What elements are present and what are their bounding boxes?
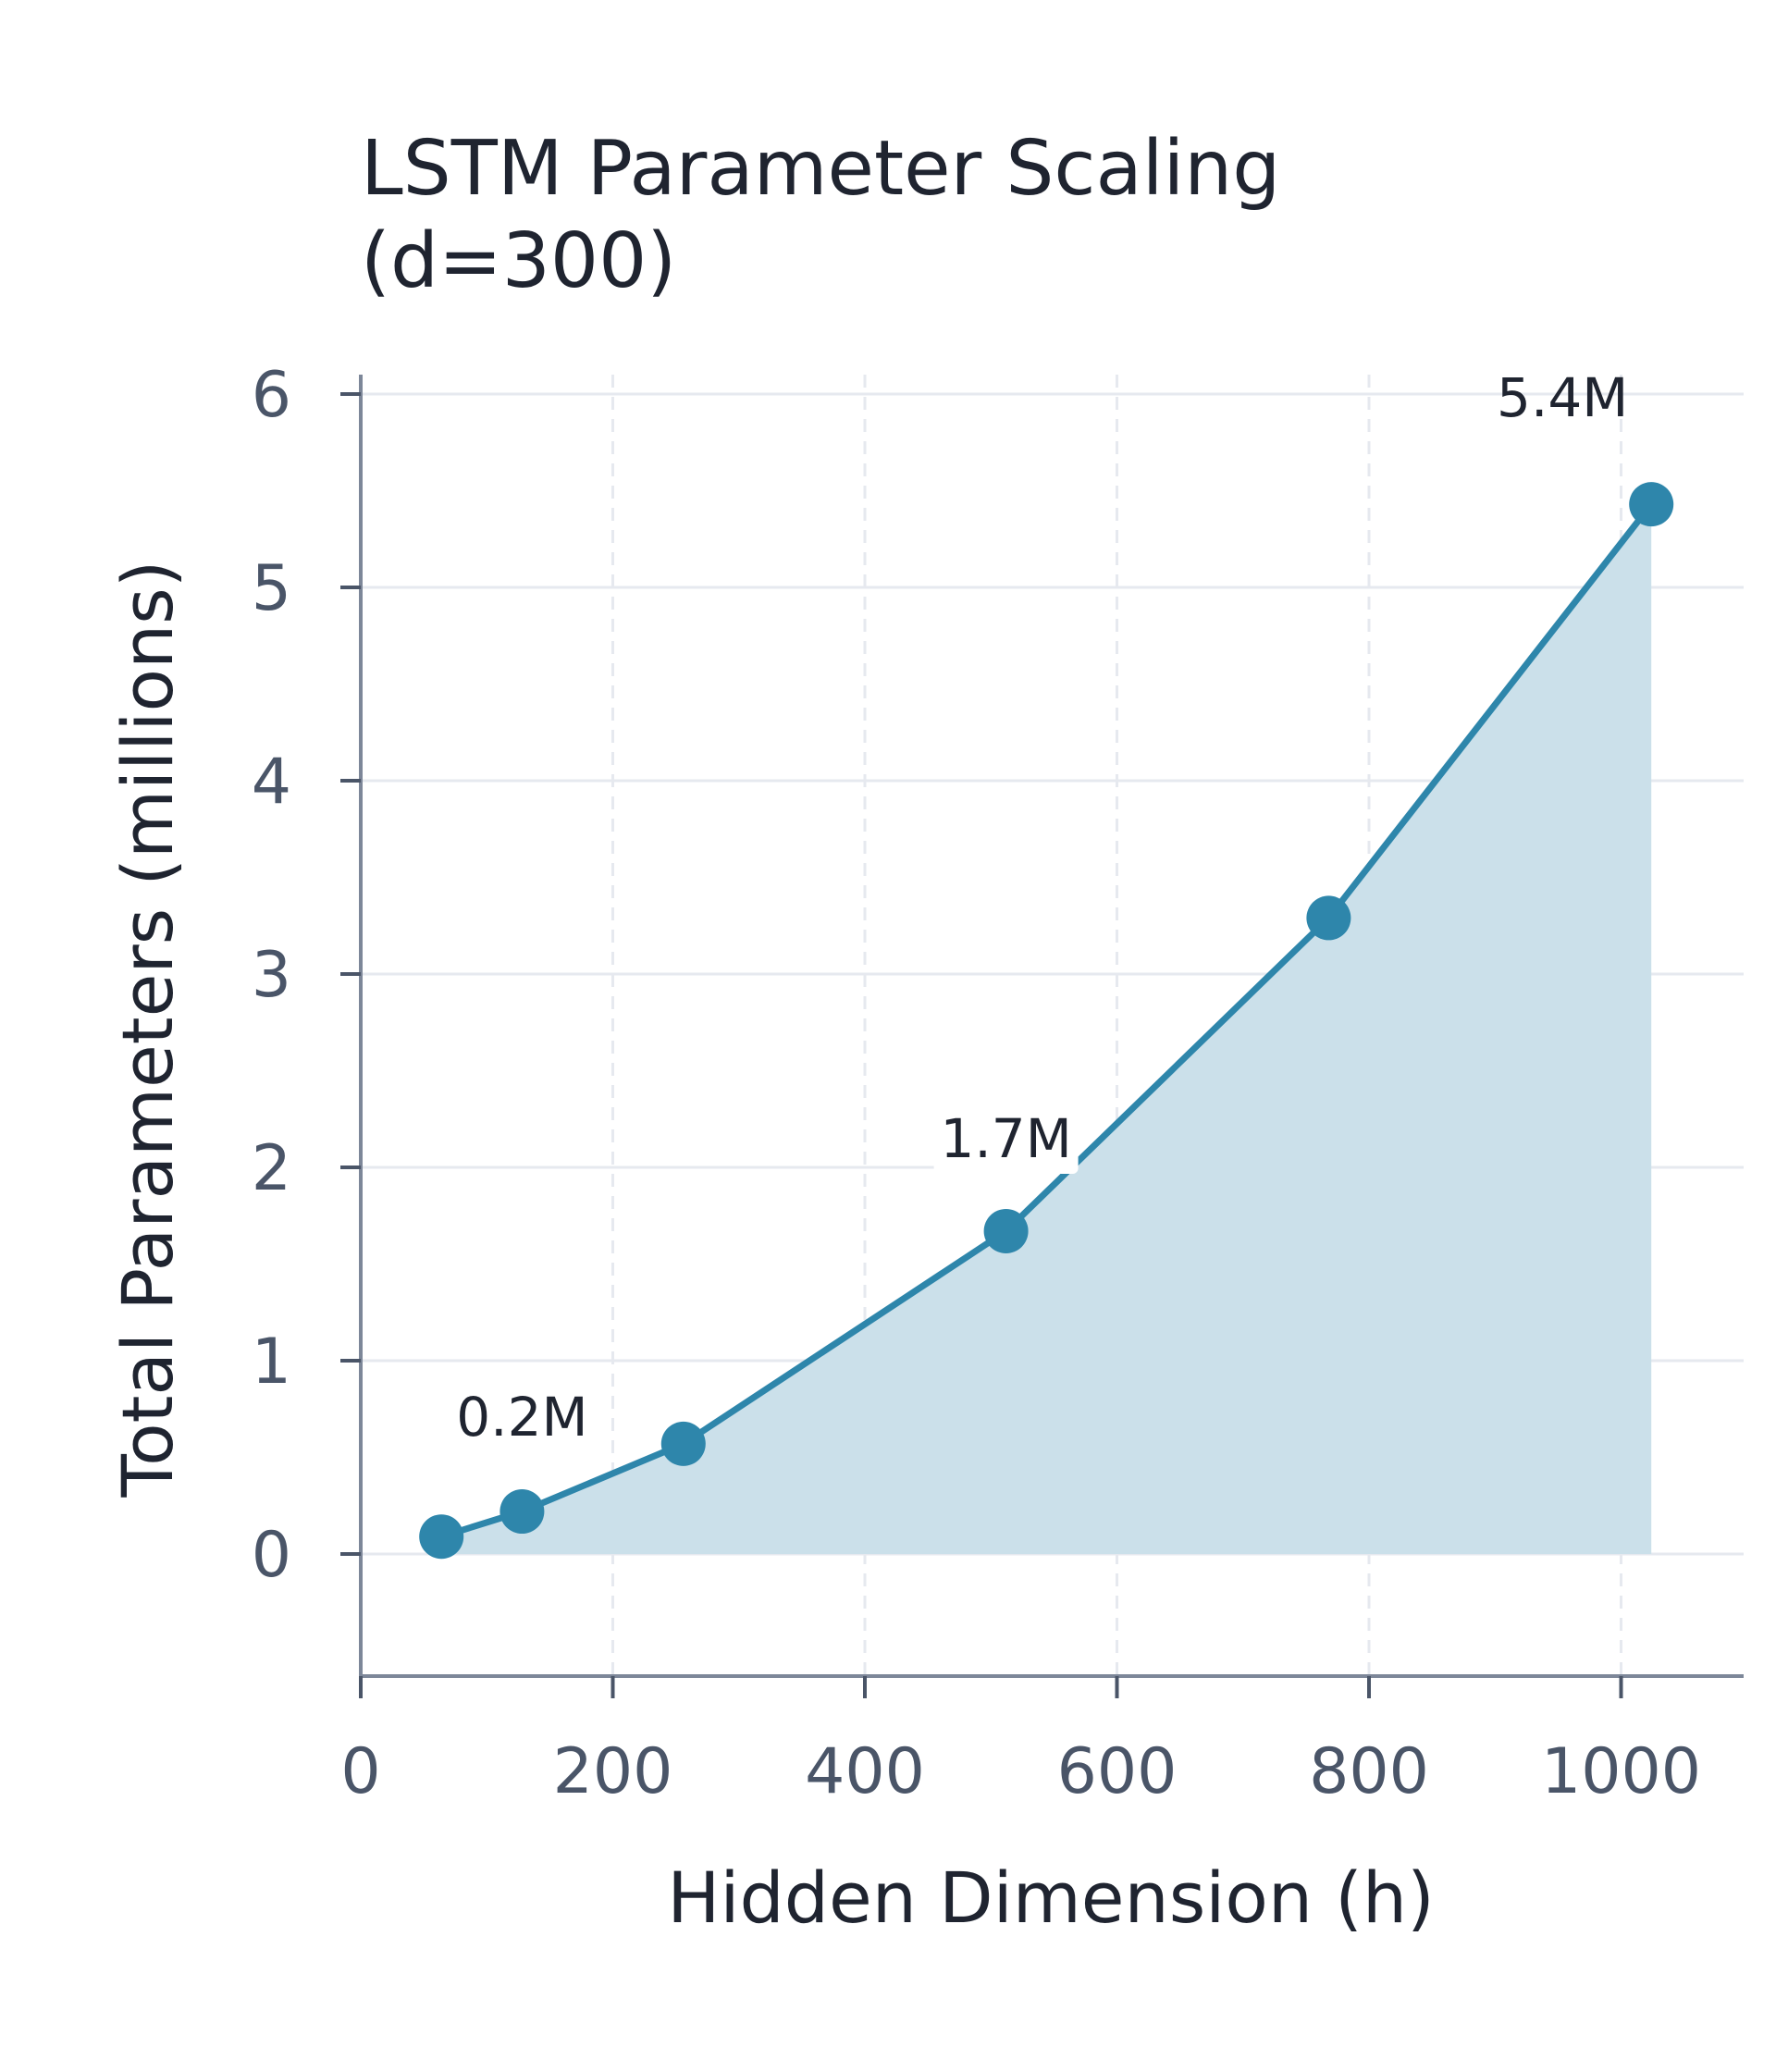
data-point xyxy=(983,1208,1029,1253)
data-label: 5.4M xyxy=(1497,366,1628,429)
x-axis-label: Hidden Dimension (h) xyxy=(667,1856,1434,1939)
x-tick-label: 0 xyxy=(340,1735,380,1808)
chart-title-line-2: (d=300) xyxy=(361,217,676,305)
y-tick-label: 5 xyxy=(252,552,291,625)
data-point xyxy=(419,1514,464,1560)
axes xyxy=(340,375,1744,1698)
data-point xyxy=(1629,482,1674,527)
x-tick-label: 600 xyxy=(1057,1735,1178,1808)
y-tick-label: 1 xyxy=(252,1326,291,1399)
x-tick-label: 400 xyxy=(805,1735,925,1808)
y-tick-label: 2 xyxy=(252,1132,291,1205)
y-axis-label: Total Parameters (millions) xyxy=(106,561,189,1498)
x-tick-label: 800 xyxy=(1309,1735,1429,1808)
tick-labels: 0 1 2 3 4 5 6 0 200 400 600 800 1000 xyxy=(252,359,1701,1808)
y-tick-label: 0 xyxy=(252,1519,291,1592)
data-labels: 0.2M 1.7M 5.4M xyxy=(456,366,1628,1449)
data-point xyxy=(500,1489,545,1535)
area-fill-layer xyxy=(441,504,1652,1554)
data-label: 0.2M xyxy=(456,1386,587,1449)
y-tick-label: 6 xyxy=(252,359,291,432)
x-tick-label: 1000 xyxy=(1541,1735,1701,1808)
data-label: 1.7M xyxy=(940,1107,1071,1170)
chart-title-line-1: LSTM Parameter Scaling xyxy=(361,125,1280,213)
data-points xyxy=(419,482,1674,1560)
x-tick-label: 200 xyxy=(553,1735,673,1808)
data-point xyxy=(660,1421,706,1466)
y-tick-label: 4 xyxy=(252,746,291,819)
y-tick-label: 3 xyxy=(252,939,291,1012)
data-point xyxy=(1306,895,1351,941)
data-label-background xyxy=(933,1104,1079,1174)
area-fill xyxy=(441,504,1652,1554)
